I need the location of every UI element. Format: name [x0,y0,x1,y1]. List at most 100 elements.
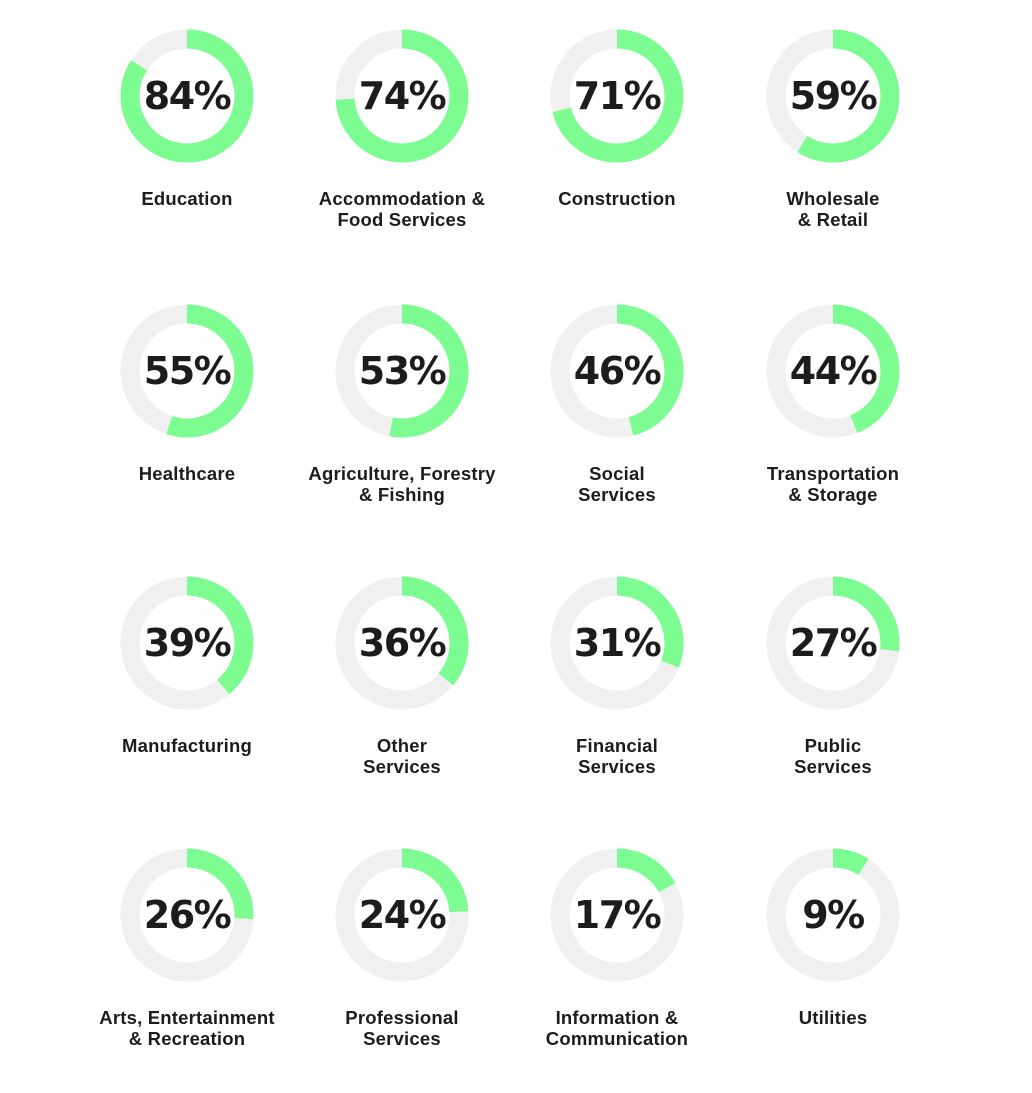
category-label-line: Social [589,463,645,484]
donut-value-label: 84% [143,74,232,118]
donut-ring [120,29,254,163]
donut-item: 27% Public Services [725,571,941,821]
category-label-line: Information & [555,1007,679,1028]
donut-value-arc [550,29,684,163]
donut-item: 71% Construction [509,24,725,274]
category-label: Public Services [711,735,955,777]
category-label-line: Financial [576,735,658,756]
donut-item: 84% Education [79,24,295,274]
donut-value-label: 9% [802,893,865,937]
category-label-line: Services [578,484,656,505]
donut-item: 9% Utilities [725,843,941,1093]
donut-item: 26% Arts, Entertainment & Recreation [79,843,295,1093]
donut-item: 55% Healthcare [79,299,295,549]
donut-item: 39% Manufacturing [79,571,295,821]
category-label: Professional Services [280,1007,524,1049]
category-label-line: & Fishing [358,484,446,505]
donut-ring [550,304,684,438]
category-label-line: & Storage [788,484,878,505]
donut-ring [335,29,469,163]
donut-value-label: 17% [573,893,662,937]
donut-value-label: 24% [358,893,447,937]
category-label-line: Services [794,756,872,777]
donut-item: 44% Transportation & Storage [725,299,941,549]
donut-value-arc [766,576,900,710]
category-label-line: & Retail [797,209,869,230]
donut-value-arc [550,576,684,710]
category-label: Transportation & Storage [711,463,955,505]
category-label-line: Education [141,188,233,209]
category-label-line: Agriculture, Forestry [308,463,496,484]
donut-value-arc [120,576,254,710]
category-label-line: Professional [345,1007,459,1028]
category-label-line: & Recreation [128,1028,246,1049]
donut-value-arc [335,848,469,982]
donut-value-label: 59% [789,74,878,118]
donut-ring [120,576,254,710]
category-label-line: Accommodation & [318,188,486,209]
category-label: Manufacturing [65,735,309,756]
category-label-line: Transportation [766,463,900,484]
donut-value-label: 36% [358,621,447,665]
category-label-line: Healthcare [138,463,236,484]
donut-ring [766,304,900,438]
donut-value-arc [335,29,469,163]
donut-ring [120,304,254,438]
donut-item: 36% Other Services [294,571,510,821]
category-label-line: Construction [558,188,676,209]
category-label: Financial Services [495,735,739,777]
category-label: Other Services [280,735,524,777]
category-label: Education [65,188,309,209]
category-label-line: Public [804,735,862,756]
category-label-line: Services [363,756,441,777]
category-label-line: Communication [545,1028,689,1049]
donut-ring [550,848,684,982]
donut-item: 24% Professional Services [294,843,510,1093]
donut-item: 31% Financial Services [509,571,725,821]
donut-value-arc [766,304,900,438]
donut-value-label: 74% [358,74,447,118]
donut-value-arc [120,848,254,982]
category-label-line: Services [578,756,656,777]
category-label: Agriculture, Forestry & Fishing [280,463,524,505]
donut-item: 53% Agriculture, Forestry & Fishing [294,299,510,549]
category-label: Accommodation & Food Services [280,188,524,230]
donut-ring [766,576,900,710]
category-label: Arts, Entertainment & Recreation [65,1007,309,1049]
category-label-line: Food Services [337,209,467,230]
category-label: Social Services [495,463,739,505]
donut-ring [335,304,469,438]
donut-ring [766,848,900,982]
donut-value-label: 39% [143,621,232,665]
category-label-line: Arts, Entertainment [99,1007,275,1028]
donut-value-label: 27% [789,621,878,665]
category-label-line: Other [376,735,428,756]
category-label: Wholesale & Retail [711,188,955,230]
donut-item: 59% Wholesale & Retail [725,24,941,274]
donut-value-label: 26% [143,893,232,937]
donut-ring [335,848,469,982]
category-label: Information & Communication [495,1007,739,1049]
donut-value-arc [766,848,900,982]
category-label: Healthcare [65,463,309,484]
donut-value-arc [550,848,684,982]
category-label: Utilities [711,1007,955,1028]
donut-value-label: 44% [789,349,878,393]
donut-value-arc [335,576,469,710]
donut-ring [120,848,254,982]
donut-value-arc [120,304,254,438]
donut-value-arc [335,304,469,438]
category-label-line: Utilities [798,1007,868,1028]
donut-value-arc [120,29,254,163]
donut-value-arc [766,29,900,163]
donut-ring [766,29,900,163]
category-label-line: Wholesale [786,188,880,209]
donut-value-label: 31% [573,621,662,665]
donut-value-label: 46% [573,349,662,393]
donut-value-label: 71% [573,74,662,118]
category-label-line: Manufacturing [121,735,253,756]
donut-ring [335,576,469,710]
category-label-line: Services [363,1028,441,1049]
donut-value-label: 53% [358,349,447,393]
